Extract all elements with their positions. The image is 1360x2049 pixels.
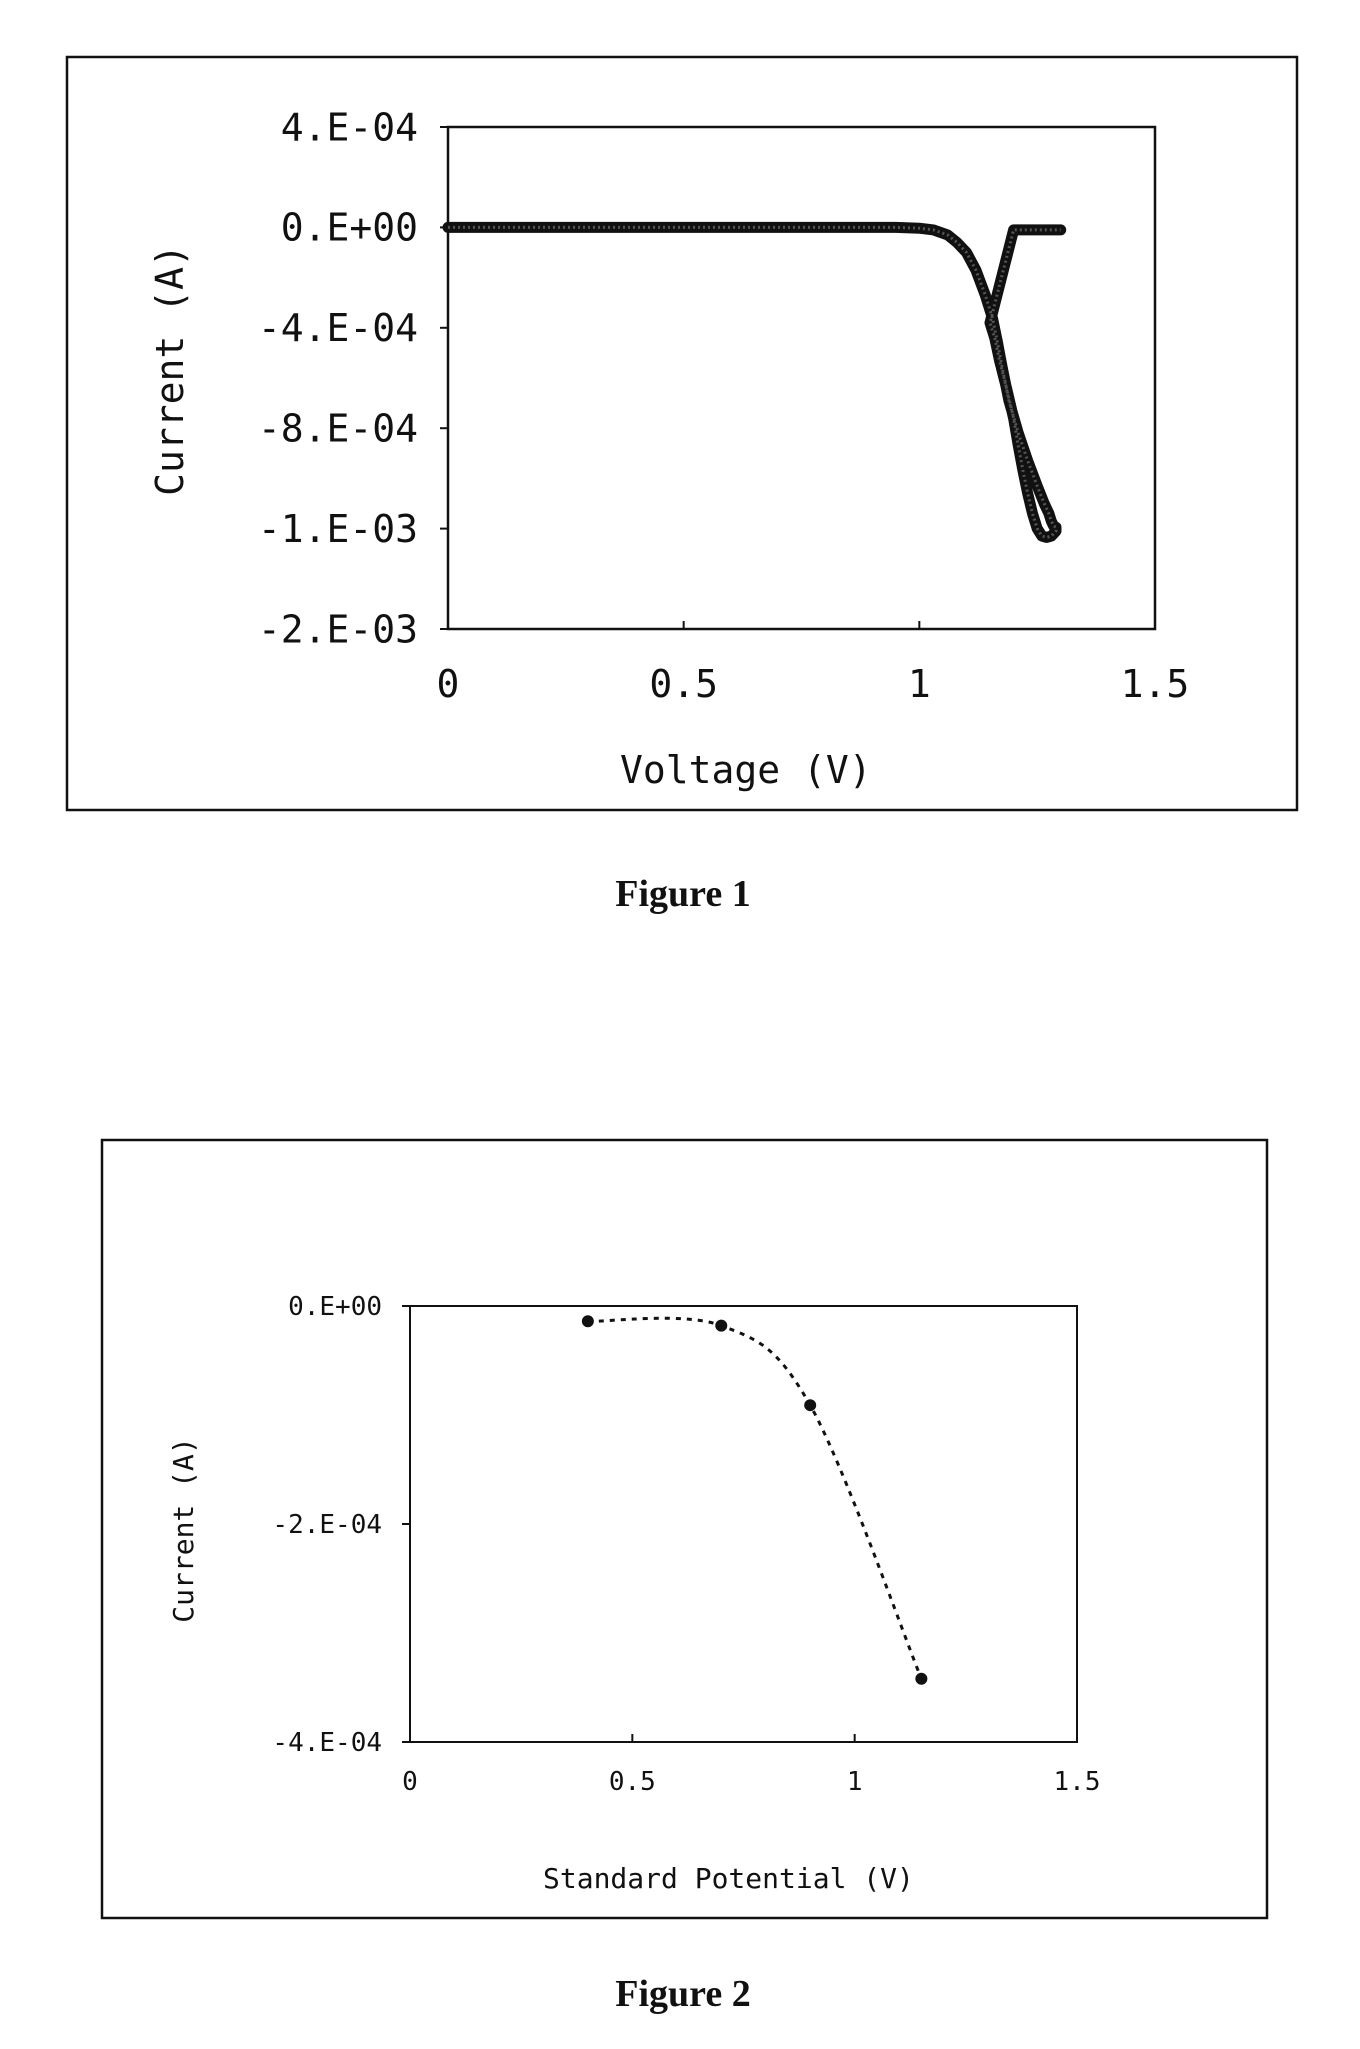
figure-2-caption: Figure 2 xyxy=(615,1973,750,2015)
y-tick-label: 0.E+00 xyxy=(281,206,418,250)
figure-2-x-ticks: 0 0.5 1 1.5 xyxy=(402,1734,1100,1797)
x-tick-label: 1.5 xyxy=(1054,1767,1101,1797)
x-tick-label: 0.5 xyxy=(609,1767,656,1797)
data-point xyxy=(915,1673,927,1685)
data-point xyxy=(804,1399,816,1411)
figure-2-x-axis-title: Standard Potential (V) xyxy=(543,1862,914,1895)
y-tick-label: 0.E+00 xyxy=(288,1292,382,1322)
figure-2-y-ticks: 0.E+00 -2.E-04 -4.E-04 xyxy=(272,1292,410,1758)
x-tick-label: 0 xyxy=(437,662,460,706)
x-tick-label: 1.5 xyxy=(1121,662,1190,706)
figure-1-x-ticks: 0 0.5 1 1.5 xyxy=(437,621,1190,706)
figure-1-x-axis-title: Voltage (V) xyxy=(620,748,872,792)
y-tick-label: -4.E-04 xyxy=(272,1728,382,1758)
y-tick-label: -2.E-03 xyxy=(258,607,418,651)
x-tick-label: 1 xyxy=(908,662,931,706)
y-tick-label: -4.E-04 xyxy=(258,306,418,350)
figure-1-y-axis-title: Current (A) xyxy=(148,244,192,496)
x-tick-label: 1 xyxy=(847,1767,863,1797)
y-tick-label: 4.E-04 xyxy=(281,105,418,149)
y-tick-label: -2.E-04 xyxy=(272,1510,382,1540)
trend-line xyxy=(588,1318,922,1679)
figure-1-caption: Figure 1 xyxy=(615,873,750,915)
figure-1-plot-area xyxy=(448,127,1155,629)
figure-1-y-ticks: 4.E-04 0.E+00 -4.E-04 -8.E-04 -1.E-03 -2.E-03 xyxy=(258,105,448,651)
series-line xyxy=(448,227,1061,537)
figure-2-y-axis-title: Current (A) xyxy=(167,1437,200,1622)
figure-1-series xyxy=(448,227,1061,537)
figure-1: 4.E-04 0.E+00 -4.E-04 -8.E-04 -1.E-03 -2.E-03… xyxy=(67,57,1297,810)
x-tick-label: 0.5 xyxy=(649,662,718,706)
figure-2: 0.E+00 -2.E-04 -4.E-04 0 0.5 1 1.5 Standard P… xyxy=(102,1140,1267,1918)
figure-2-plot-area xyxy=(410,1306,1077,1742)
figure-2-series xyxy=(582,1315,928,1685)
data-point xyxy=(582,1315,594,1327)
y-tick-label: -8.E-04 xyxy=(258,407,418,451)
y-tick-label: -1.E-03 xyxy=(258,507,418,551)
x-tick-label: 0 xyxy=(402,1767,418,1797)
series-line-texture xyxy=(448,227,1061,537)
data-point xyxy=(715,1320,727,1332)
